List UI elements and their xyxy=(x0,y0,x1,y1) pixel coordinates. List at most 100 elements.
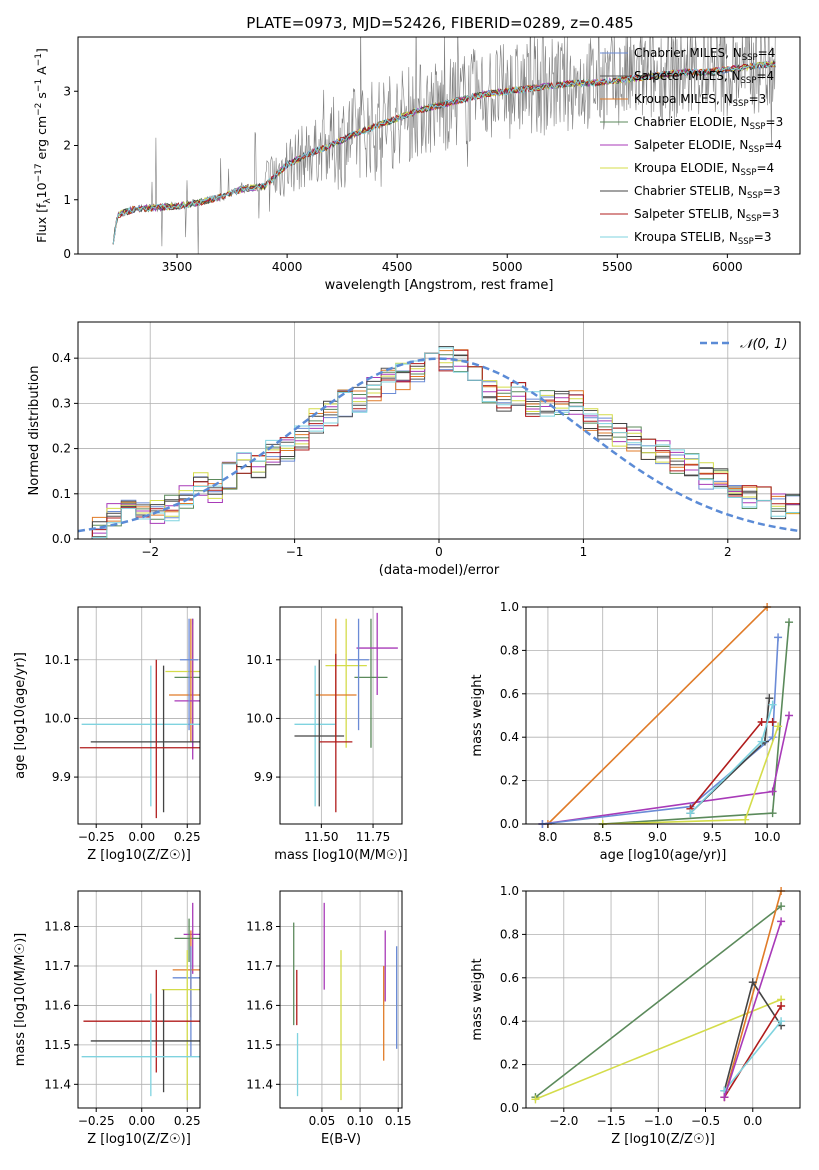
legend-label: Kroupa ELODIE, NSSP=4 xyxy=(634,161,774,178)
x-tick-label: 4000 xyxy=(272,260,303,274)
y-tick-label: 11.5 xyxy=(44,1038,71,1052)
weight-marker xyxy=(768,787,777,796)
weight-marker xyxy=(757,737,766,746)
y-tick-label: 2 xyxy=(63,139,71,153)
x-tick-label: 0.0 xyxy=(743,1114,762,1128)
x-tick-label: 8.5 xyxy=(593,830,612,844)
weight-marker xyxy=(768,809,777,818)
x-tick-label: −0.5 xyxy=(691,1114,720,1128)
legend-label: 𝒩(0, 1) xyxy=(740,337,787,352)
weight-marker xyxy=(686,809,695,818)
x-tick-label: 6000 xyxy=(712,260,743,274)
x-tick-label: 0.00 xyxy=(128,1114,155,1128)
weight-marker xyxy=(785,711,794,720)
y-tick-label: 0.8 xyxy=(500,643,519,657)
y-tick-label: 0.6 xyxy=(500,687,519,701)
x-axis-label: E(B-V) xyxy=(321,1132,361,1147)
y-tick-label: 0.2 xyxy=(500,774,519,788)
legend-label: Salpeter MILES, NSSP=4 xyxy=(634,69,774,86)
axes-frame xyxy=(77,890,201,1109)
legend-label: Salpeter STELIB, NSSP=3 xyxy=(634,207,779,224)
model-spectrum-9 xyxy=(112,60,776,245)
plot-area xyxy=(112,37,776,254)
y-tick-label: 11.8 xyxy=(246,920,273,934)
axes-frame xyxy=(279,890,403,1109)
weight-marker xyxy=(785,618,794,627)
weight-line-1 xyxy=(534,905,782,1098)
y-tick-label: 11.4 xyxy=(44,1077,71,1091)
y-tick-label: 0.0 xyxy=(52,532,71,546)
weight-marker xyxy=(774,722,783,731)
y-axis-label: Flux [fλ​10−17​ erg cm−2​ s−1​ A−1​] xyxy=(34,48,53,243)
x-tick-label: 9.5 xyxy=(703,830,722,844)
x-tick-label: −2 xyxy=(141,545,159,559)
y-tick-label: 10.1 xyxy=(44,653,71,667)
x-tick-label: 10.0 xyxy=(754,830,781,844)
y-axis-label: mass weight xyxy=(470,958,485,1040)
y-tick-label: 10.0 xyxy=(44,711,71,725)
y-tick-label: 0.4 xyxy=(52,351,71,365)
x-tick-label: 0.15 xyxy=(385,1114,412,1128)
weight-marker xyxy=(768,718,777,727)
x-axis-label: Z [log10(Z/Z☉)] xyxy=(87,848,191,863)
weight-line-3 xyxy=(542,715,790,825)
mass-weight-vs-metallicity-panel: −2.0 −1.5 −1.0 −0.5 0.0 0.0 0.2 0.4 0.6 0.8 1.0 Z [… xyxy=(470,884,801,1147)
weight-marker xyxy=(768,700,777,709)
legend-label: Chabrier STELIB, NSSP=3 xyxy=(634,184,781,201)
x-tick-label: 0.10 xyxy=(347,1114,374,1128)
x-tick-label: 11.50 xyxy=(304,830,338,844)
y-tick-label: 0.2 xyxy=(52,442,71,456)
y-axis-label: Normed distribution xyxy=(27,366,42,496)
x-axis-label: Z [log10(Z/Z☉)] xyxy=(611,1132,715,1147)
plot-area xyxy=(78,346,800,539)
y-tick-label: 9.9 xyxy=(254,770,273,784)
weight-marker xyxy=(531,1095,540,1104)
y-axis-label: mass weight xyxy=(470,674,485,756)
x-axis-label: mass [log10(M/M☉)] xyxy=(274,848,407,863)
legend-label: Kroupa MILES, NSSP=3 xyxy=(634,92,766,109)
x-tick-label: −1.5 xyxy=(596,1114,625,1128)
legend-label: Salpeter ELODIE, NSSP=4 xyxy=(634,138,782,155)
legend-label: Chabrier MILES, NSSP=4 xyxy=(634,46,775,63)
y-tick-label: 0.3 xyxy=(52,396,71,410)
x-tick-label: 0.25 xyxy=(174,830,201,844)
y-tick-label: 1.0 xyxy=(500,884,519,898)
y-tick-label: 11.8 xyxy=(44,920,71,934)
y-tick-label: 0.1 xyxy=(52,487,71,501)
x-tick-label: −0.25 xyxy=(78,1114,115,1128)
x-tick-label: 11.75 xyxy=(356,830,390,844)
weight-line-5 xyxy=(723,1005,782,1098)
mass-weight-vs-age-panel: 8.0 8.5 9.0 9.5 10.0 0.0 0.2 0.4 0.6 0.8 1.0 age [l… xyxy=(470,600,801,863)
x-tick-label: 0.25 xyxy=(174,1114,201,1128)
histogram-step-8 xyxy=(78,349,800,539)
weight-line-1 xyxy=(547,606,768,825)
x-axis-label: wavelength [Angstrom, rest frame] xyxy=(325,278,554,293)
axes-frame xyxy=(279,606,403,825)
weight-marker xyxy=(777,1017,786,1026)
x-axis-label: (data-model)/error xyxy=(379,563,500,578)
figure-title: PLATE=0973, MJD=52426, FIBERID=0289, z=0… xyxy=(246,14,633,32)
y-tick-label: 0.0 xyxy=(500,817,519,831)
y-tick-label: 11.7 xyxy=(44,959,71,973)
x-tick-label: 5500 xyxy=(602,260,633,274)
y-tick-label: 11.6 xyxy=(246,998,273,1012)
weight-line-3 xyxy=(723,890,782,1098)
x-tick-label: −0.25 xyxy=(78,830,115,844)
weight-line-7 xyxy=(723,921,782,1098)
axes-frame xyxy=(525,890,801,1109)
age-vs-mass-panel: 11.50 11.75 9.9 10.0 10.1 mass [log10(M/M☉)] xyxy=(246,606,408,863)
spectrum-panel: 3500 4000 4500 5000 5500 6000 0 1 2 3 wavelength [… xyxy=(34,36,801,293)
y-tick-label: 10.0 xyxy=(246,711,273,725)
gaussian-curve xyxy=(78,357,800,533)
histogram-step-9 xyxy=(78,347,800,539)
x-tick-label: 9.0 xyxy=(648,830,667,844)
axes-frame xyxy=(525,606,801,825)
y-tick-label: 3 xyxy=(63,84,71,98)
x-axis-label: Z [log10(Z/Z☉)] xyxy=(87,1132,191,1147)
x-tick-label: 1 xyxy=(580,545,588,559)
axes-frame xyxy=(77,606,201,825)
y-tick-label: 11.7 xyxy=(246,959,273,973)
y-axis-label: age [log10(age/yr)] xyxy=(13,652,28,779)
x-axis-label: age [log10(age/yr)] xyxy=(600,848,727,863)
weight-marker xyxy=(757,718,766,727)
